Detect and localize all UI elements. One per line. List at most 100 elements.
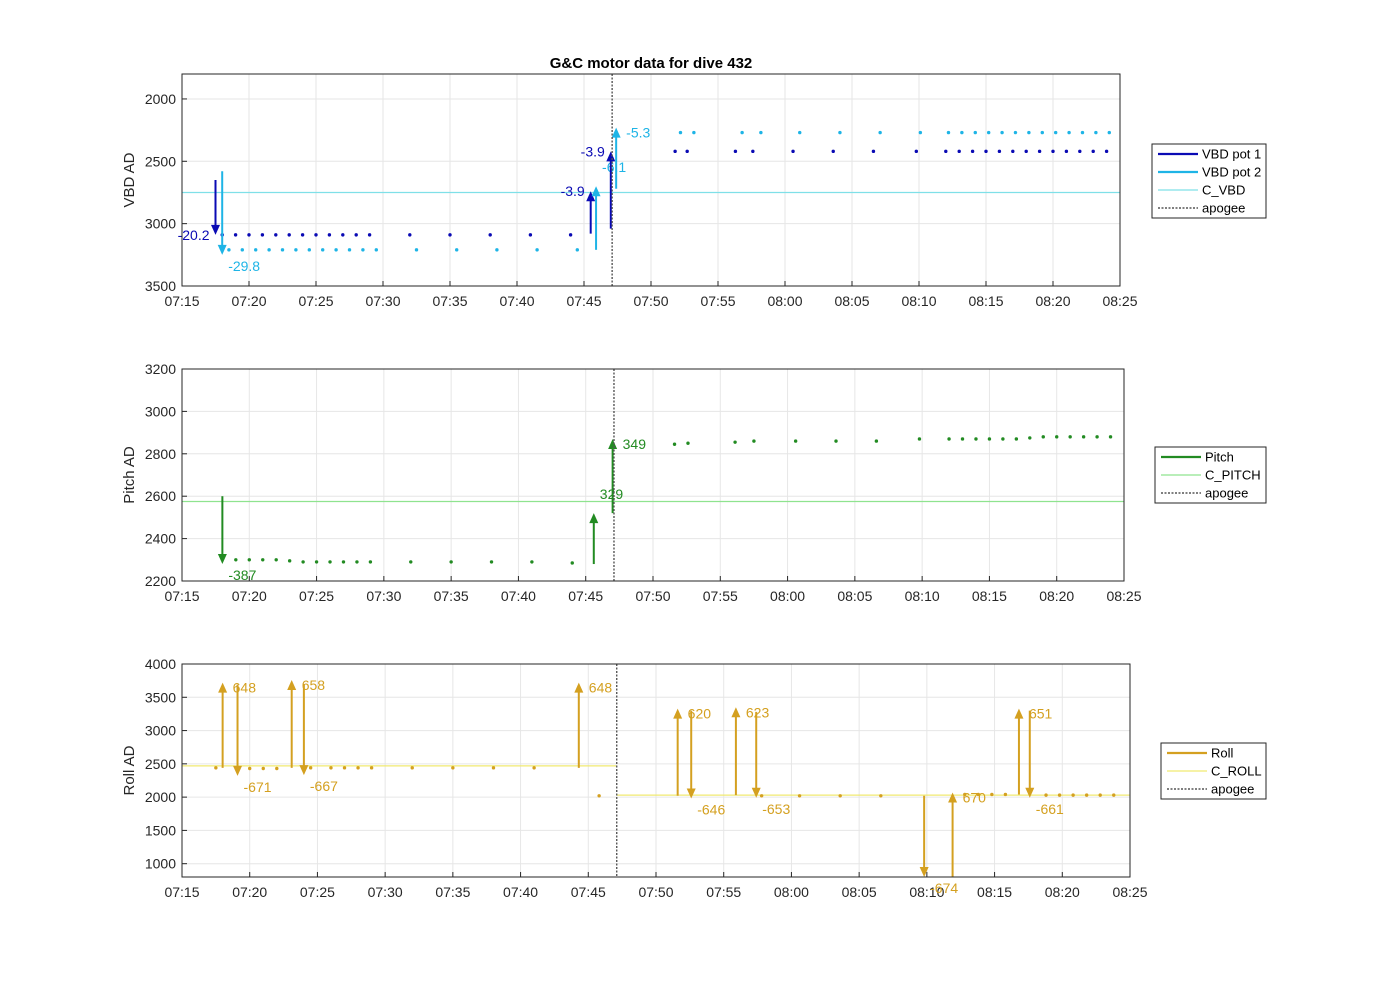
data-point xyxy=(1011,149,1015,154)
data-point xyxy=(1040,130,1044,135)
y-tick-label: 3500 xyxy=(145,689,176,705)
data-point xyxy=(254,248,258,252)
data-point xyxy=(987,437,992,441)
data-point xyxy=(341,560,346,564)
data-point xyxy=(532,766,536,770)
data-point xyxy=(793,439,798,443)
data-point xyxy=(1071,793,1075,797)
arrow-label: 648 xyxy=(589,680,613,696)
data-point xyxy=(1003,792,1008,797)
data-point xyxy=(976,792,981,797)
data-point xyxy=(1095,435,1099,439)
arrow-label: -20.2 xyxy=(178,227,210,243)
arrow-head xyxy=(751,787,761,798)
motor-move-arrow: -667 xyxy=(299,683,338,794)
motor-move-arrow: 658 xyxy=(287,677,325,768)
data-point xyxy=(409,560,413,564)
motor-move-arrow: 648 xyxy=(574,680,612,768)
data-point xyxy=(1057,793,1062,797)
arrow-label: -6.1 xyxy=(602,159,626,175)
x-tick-label: 07:30 xyxy=(368,884,403,900)
data-point xyxy=(374,248,378,252)
y-tick-label: 2000 xyxy=(145,789,176,805)
data-point xyxy=(267,248,271,252)
data-point xyxy=(570,561,574,565)
data-point xyxy=(946,130,951,135)
x-tick-label: 07:40 xyxy=(501,588,536,604)
data-point xyxy=(740,130,744,135)
legend-entry-label: Pitch xyxy=(1205,450,1234,465)
data-point xyxy=(1068,435,1072,439)
x-tick-label: 08:00 xyxy=(774,884,809,900)
data-point xyxy=(367,233,372,237)
x-tick-label: 08:25 xyxy=(1102,293,1137,309)
data-point xyxy=(986,130,991,135)
arrow-head xyxy=(233,765,243,776)
data-point xyxy=(733,440,737,444)
data-point xyxy=(1000,130,1004,135)
arrow-label: 658 xyxy=(302,677,326,693)
arrow-label: -387 xyxy=(228,567,256,583)
x-tick-label: 07:30 xyxy=(365,293,400,309)
x-tick-label: 07:55 xyxy=(703,588,738,604)
data-point xyxy=(672,442,677,446)
arrow-label: -667 xyxy=(310,778,338,794)
data-point xyxy=(1094,130,1098,135)
arrow-head xyxy=(673,708,683,719)
motor-move-arrow: -6.1 xyxy=(591,159,626,250)
motor-move-arrow: -20.2 xyxy=(178,180,220,243)
data-point xyxy=(1064,149,1069,154)
x-tick-label: 07:35 xyxy=(432,293,467,309)
data-point xyxy=(369,766,374,770)
data-point xyxy=(1078,149,1082,154)
data-point xyxy=(214,766,218,770)
data-point xyxy=(247,233,251,237)
arrow-head xyxy=(211,224,220,235)
data-point xyxy=(1014,437,1019,441)
motor-move-arrow: -661 xyxy=(1025,710,1064,817)
arrow-head xyxy=(574,682,584,693)
data-point xyxy=(575,248,579,252)
data-point xyxy=(294,248,298,252)
arrow-label: -3.9 xyxy=(581,143,605,159)
x-tick-label: 08:20 xyxy=(1039,588,1074,604)
motor-move-arrow: -387 xyxy=(217,496,257,583)
y-tick-label: 1000 xyxy=(145,856,176,872)
data-point xyxy=(334,248,338,252)
data-point xyxy=(960,437,965,441)
x-tick-label: 08:15 xyxy=(968,293,1003,309)
data-point xyxy=(970,149,975,154)
legend-entry-label: apogee xyxy=(1202,201,1245,216)
data-point xyxy=(1028,436,1032,440)
data-point xyxy=(321,248,325,252)
arrow-label: -674 xyxy=(930,880,958,896)
legend-entry-label: apogee xyxy=(1205,486,1248,501)
x-tick-label: 08:25 xyxy=(1112,884,1147,900)
x-tick-label: 07:35 xyxy=(434,588,469,604)
arrow-label: 651 xyxy=(1029,706,1053,722)
data-point xyxy=(917,437,922,441)
data-point xyxy=(329,766,333,770)
data-point xyxy=(874,439,879,443)
arrow-label: -671 xyxy=(244,779,272,795)
data-point xyxy=(1067,130,1071,135)
data-point xyxy=(834,439,838,443)
x-tick-label: 07:40 xyxy=(499,293,534,309)
y-axis-label: Pitch AD xyxy=(121,446,138,504)
data-point xyxy=(1107,130,1111,135)
data-point xyxy=(449,560,453,564)
data-point xyxy=(361,248,365,252)
x-tick-label: 07:40 xyxy=(503,884,538,900)
data-point xyxy=(1037,149,1042,154)
motor-move-arrow: -3.9 xyxy=(581,143,616,229)
legend-entry-label: VBD pot 2 xyxy=(1202,165,1261,180)
data-point xyxy=(368,560,373,564)
x-tick-label: 07:20 xyxy=(232,884,267,900)
legend-box xyxy=(1151,143,1267,219)
arrow-head xyxy=(948,792,958,803)
motor-move-arrow: 620 xyxy=(673,706,711,796)
data-point xyxy=(314,560,319,564)
data-point xyxy=(414,248,419,252)
